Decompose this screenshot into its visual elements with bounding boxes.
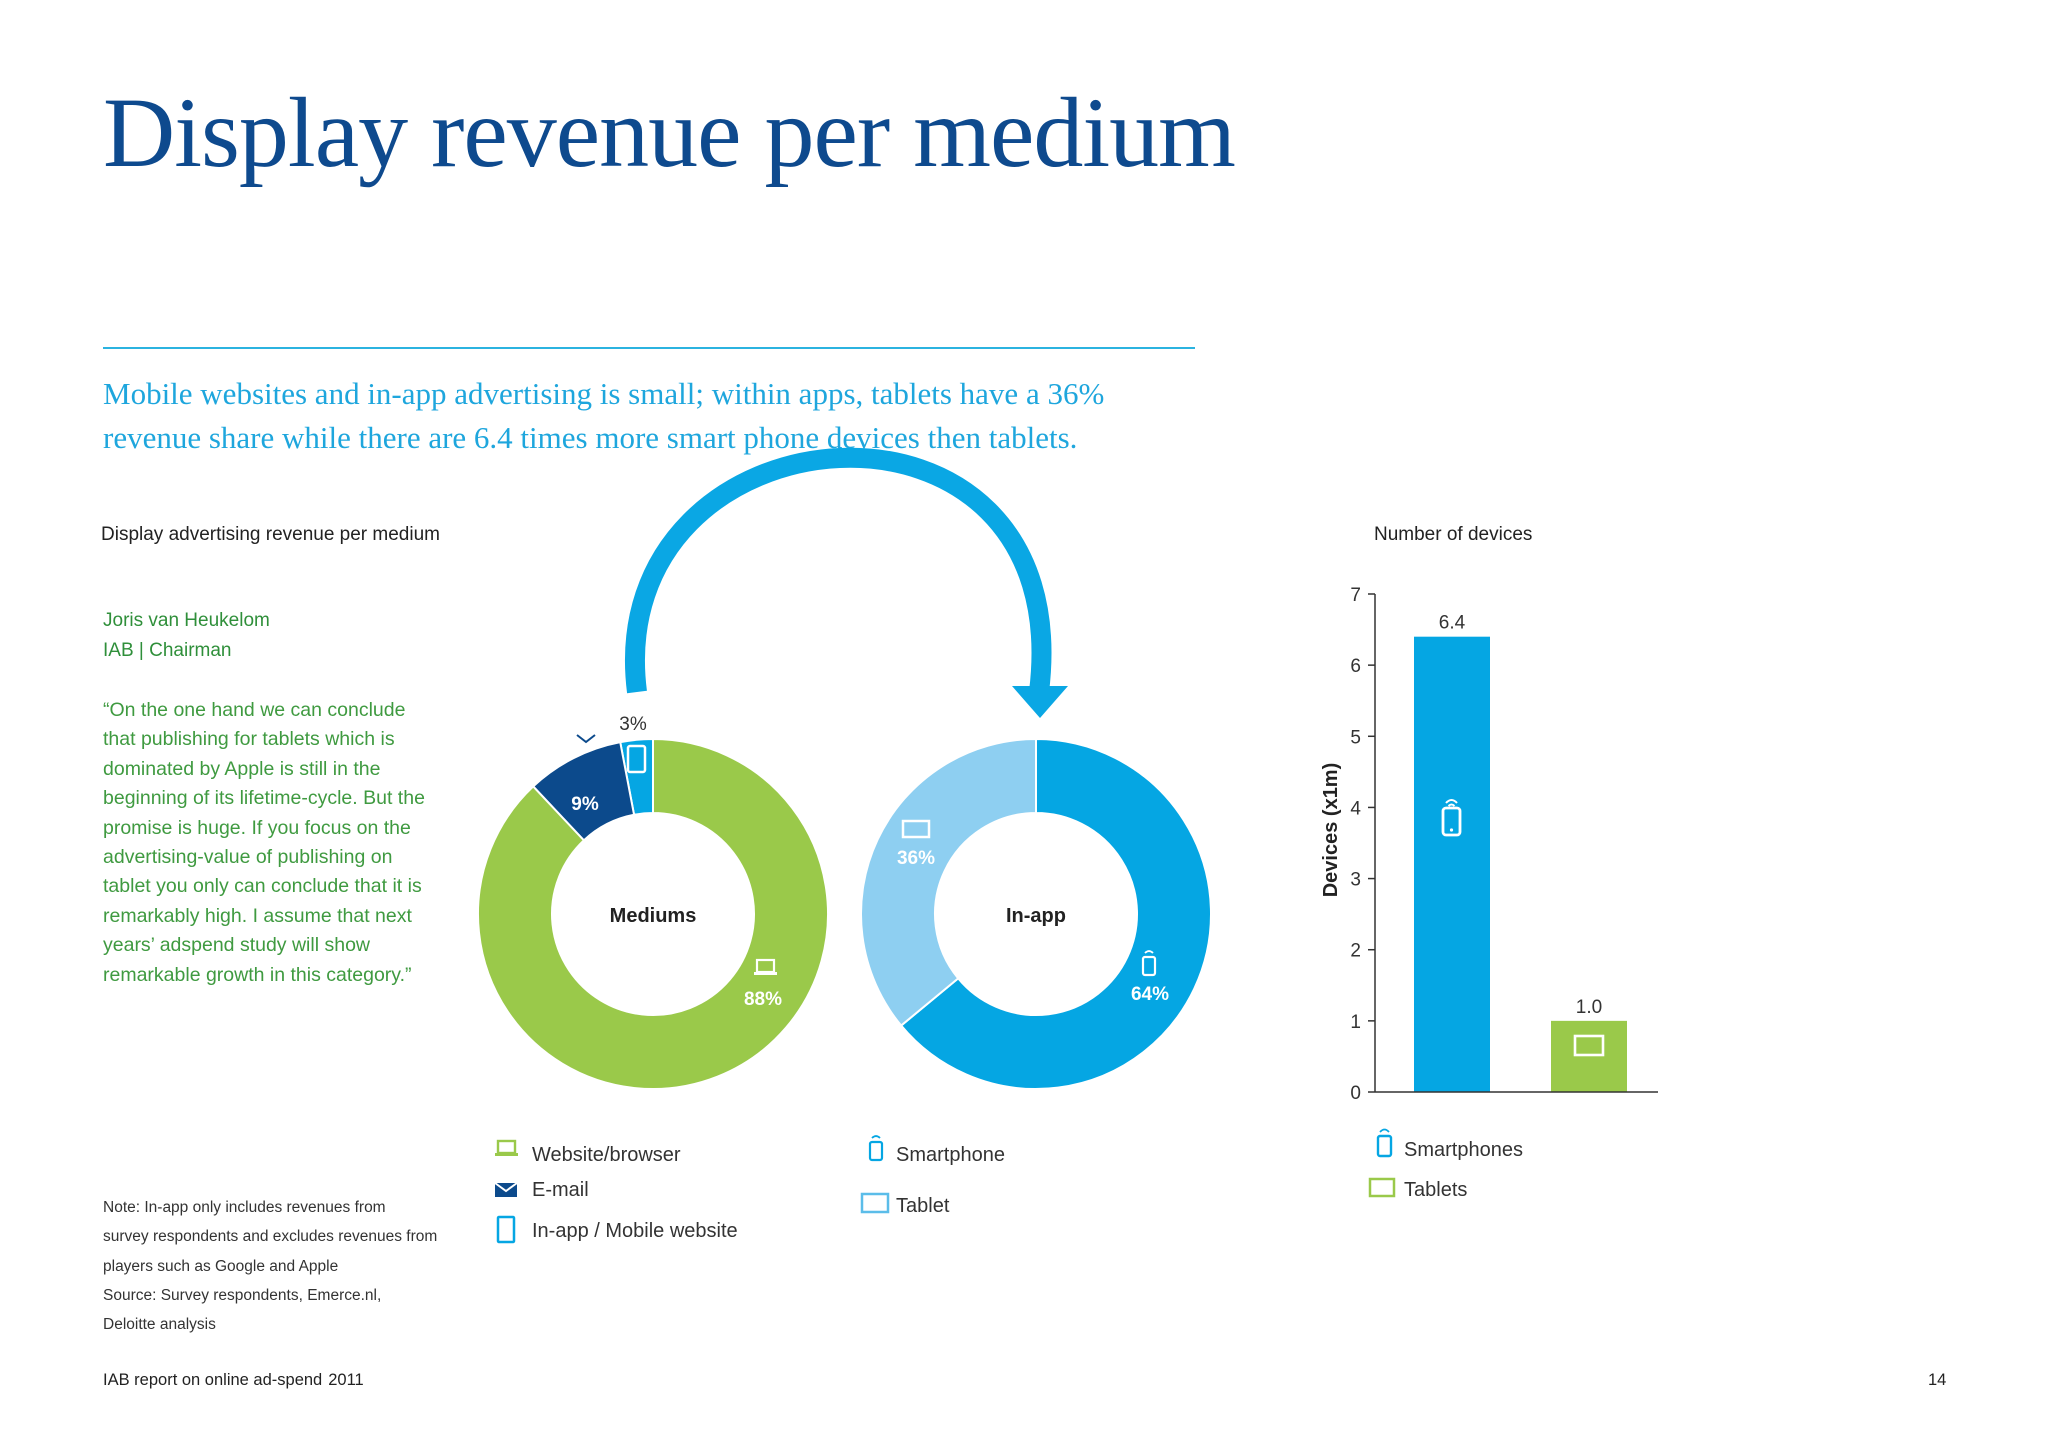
slice-value-label: 36% [897,848,935,869]
laptop-icon [754,958,777,975]
tablet-icon [1368,1177,1396,1198]
mobile-icon [626,744,647,774]
note-line: Source: Survey respondents, Emerce.nl, [103,1286,382,1304]
donut-slice [859,737,1037,1027]
legend-item: Tablet [860,1192,950,1217]
legend-label: In-app / Mobile website [532,1220,738,1242]
y-tick-label: 7 [1350,585,1361,606]
y-tick-label: 1 [1350,1012,1361,1033]
tablet-icon [860,1192,890,1214]
note-line: survey respondents and excludes revenues… [103,1228,438,1246]
y-axis-label: Devices (x1m) [1320,763,1342,898]
page-number: 14 [1928,1371,1947,1389]
slice-label-inapp: 3% [619,714,647,774]
legend-devices: Smartphones Tablets [1368,1128,1523,1201]
legend-item: E-mail [494,1179,589,1201]
devices-bar-chart: Devices (x1m) 0 1 2 3 4 5 6 7 6.4 1.0 [1320,585,1658,1104]
envelope-icon [576,734,596,747]
slice-value-label: 9% [571,794,599,815]
y-tick-label: 5 [1350,727,1361,748]
envelope-icon [494,1182,518,1197]
legend-inapp: Smartphone Tablet [860,1135,1005,1217]
flow-arrow-head [1012,686,1068,718]
divider [103,347,1195,349]
smartphone-icon [1441,799,1462,837]
legend-item: Website/browser [495,1139,681,1166]
legend-mediums: Website/browser E-mail In-app / Mobile w… [494,1139,738,1244]
smartphone-icon [1141,950,1157,977]
smartphone-icon [868,1135,884,1162]
footer: IAB report on online ad-spend 2011 [103,1371,364,1390]
tablet-icon [901,819,931,839]
y-tick-label: 4 [1350,798,1361,819]
page-subtitle: Mobile websites and in-app advertising i… [103,376,1105,455]
y-tick-label: 0 [1350,1083,1361,1104]
slice-label-smartphone: 64% [1131,950,1169,1005]
page-title: Display revenue per medium [103,77,1236,188]
y-tick-label: 2 [1350,941,1361,962]
flow-arrow [625,447,1052,694]
quote-author: Joris van Heukelom [103,610,270,631]
legend-label: Smartphones [1404,1139,1523,1161]
legend-label: Website/browser [532,1144,681,1166]
quote-role: IAB | Chairman [103,640,232,661]
legend-item: Smartphone [868,1135,1005,1166]
slice-value-label: 64% [1131,984,1169,1005]
donut-slice [899,737,1212,1090]
y-tick-label: 6 [1350,656,1361,677]
bar-section-title: Number of devices [1374,524,1533,545]
footer-year: 2011 [328,1371,364,1389]
slice-value-label: 3% [619,714,647,735]
bar-value-label: 1.0 [1576,997,1602,1018]
donut-center-label: Mediums [610,905,697,927]
bar-value-label: 6.4 [1439,613,1466,634]
donut-slice [476,737,829,1090]
legend-label: Tablets [1404,1179,1467,1201]
slice-label-email: 9% [571,734,599,815]
mobile-icon [496,1215,516,1244]
slice-label-tablet: 36% [897,819,935,869]
footer-report: IAB report on online ad-spend [103,1371,323,1389]
laptop-icon [495,1139,518,1156]
donut-section-title: Display advertising revenue per medium [101,524,440,545]
legend-item: In-app / Mobile website [496,1215,738,1244]
inapp-donut [859,737,1212,1090]
legend-label: Smartphone [896,1144,1005,1166]
donut-center-label: In-app [1006,905,1066,927]
legend-label: Tablet [896,1195,950,1217]
donut-slice [531,740,636,842]
bar [1414,636,1490,1092]
note-line: Note: In-app only includes revenues from [103,1199,386,1216]
slice-value-label: 88% [744,989,782,1010]
tablet-icon [1573,1034,1605,1057]
smartphone-icon [1376,1128,1393,1158]
note-line: players such as Google and Apple [103,1257,339,1275]
legend-label: E-mail [532,1179,589,1201]
y-tick-label: 3 [1350,870,1361,891]
source-note: Note: In-app only includes revenues from… [103,1193,463,1339]
note-line: Deloitte analysis [103,1316,216,1334]
slice-label-website: 88% [744,958,782,1010]
legend-item: Smartphones [1376,1128,1523,1161]
legend-item: Tablets [1368,1177,1467,1201]
bar [1551,1020,1627,1092]
quote-text: “On the one hand we can conclude that pu… [103,699,425,986]
